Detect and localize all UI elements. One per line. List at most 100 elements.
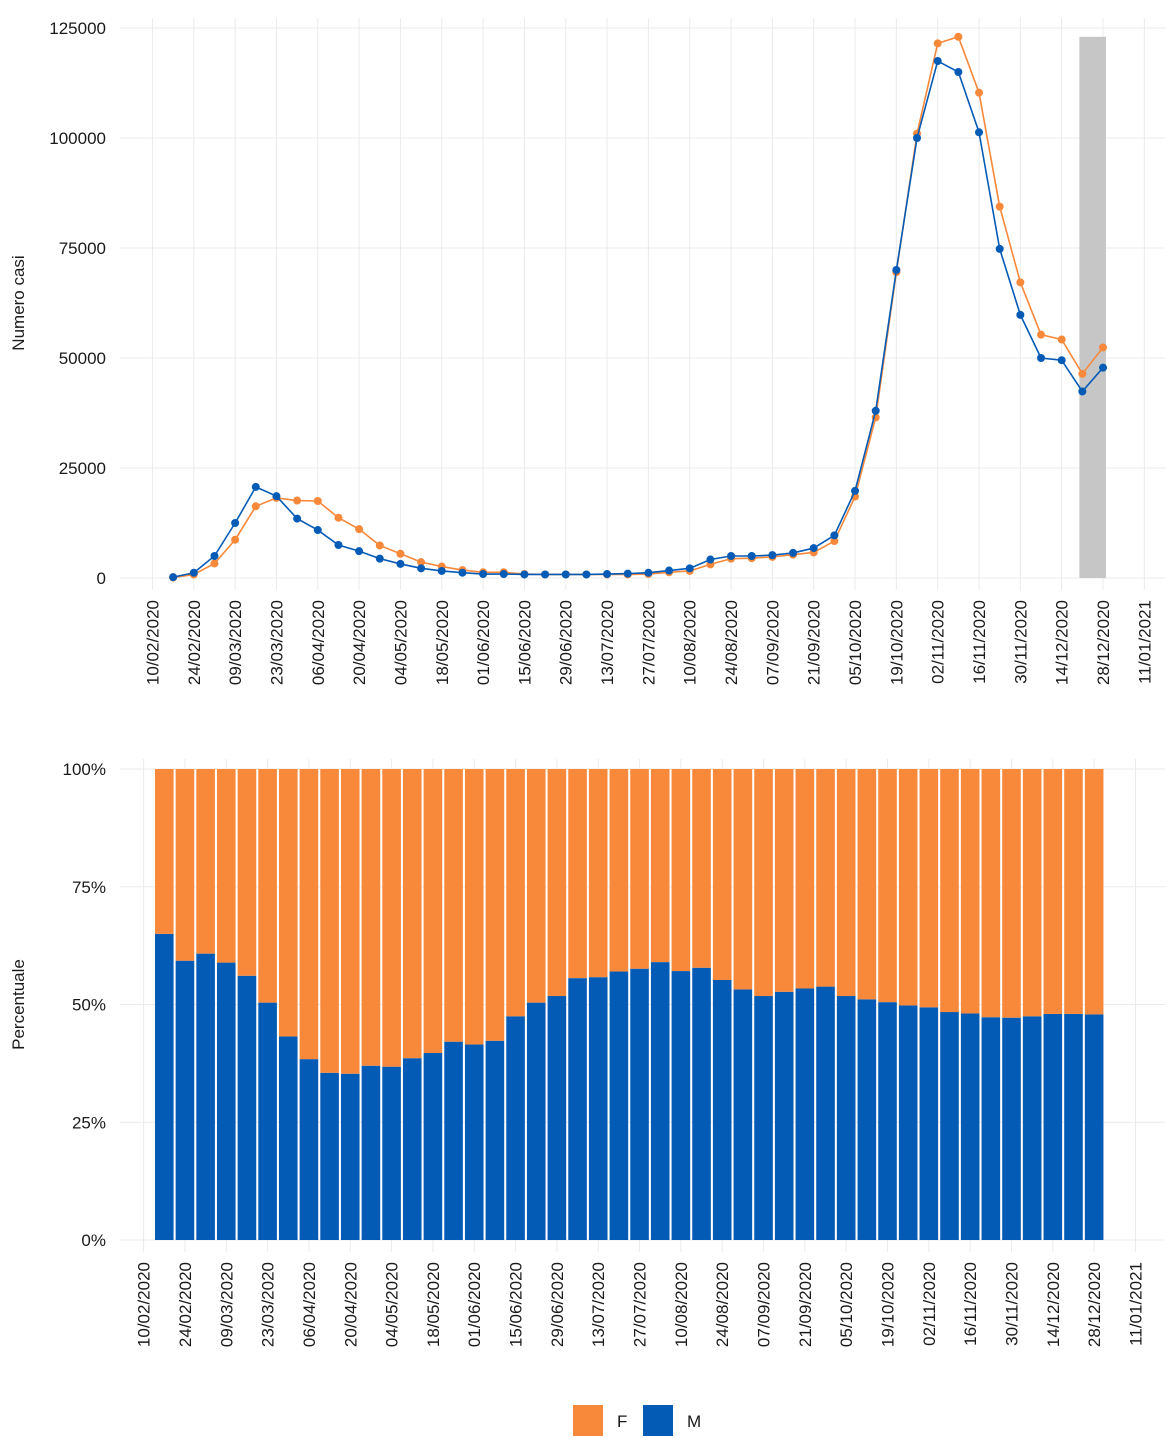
bar-segment	[940, 769, 959, 1013]
x-tick-label: 13/07/2020	[598, 600, 617, 685]
point	[355, 547, 364, 556]
legend-label: M	[687, 1412, 701, 1431]
bar-segment	[1084, 1014, 1104, 1240]
point	[251, 482, 260, 491]
point	[706, 555, 715, 564]
point	[375, 554, 384, 563]
point	[1078, 387, 1087, 396]
point	[417, 558, 426, 567]
x-tick-label: 28/12/2020	[1094, 600, 1113, 685]
point	[954, 68, 963, 76]
point	[293, 514, 302, 523]
x-tick-label: 21/09/2020	[805, 600, 824, 685]
bar-segment	[692, 967, 711, 1240]
point	[954, 32, 963, 41]
x-tick-label: 29/06/2020	[548, 1262, 567, 1347]
x-tick-label: 04/05/2020	[383, 1262, 402, 1347]
bar-segment	[361, 769, 381, 1066]
bar-segment	[836, 996, 856, 1240]
bar-segment	[630, 968, 649, 1240]
x-tick-label: 13/07/2020	[589, 1262, 608, 1347]
bar-segment	[733, 769, 753, 990]
point	[603, 570, 612, 579]
bar-segment	[609, 769, 629, 972]
bar-segment	[919, 769, 939, 1008]
bar-segment	[733, 989, 753, 1240]
bar-segment	[175, 769, 195, 961]
x-tick-label: 15/06/2020	[507, 1262, 526, 1347]
x-tick-label: 20/04/2020	[350, 600, 369, 685]
x-tick-label: 07/09/2020	[755, 1262, 774, 1347]
bar-segment	[444, 769, 463, 1042]
point	[210, 552, 219, 560]
bar-segment	[320, 769, 339, 1073]
highlight-band	[1079, 36, 1106, 579]
x-tick-label: 20/04/2020	[341, 1262, 360, 1347]
bar-segment	[1084, 769, 1104, 1015]
x-tick-label: 14/12/2020	[1044, 1262, 1063, 1347]
point	[417, 564, 426, 573]
point	[623, 569, 632, 578]
bar-segment	[216, 962, 236, 1240]
bar-segment	[1043, 769, 1063, 1014]
point	[210, 559, 219, 568]
x-tick-label: 09/03/2020	[217, 1262, 236, 1347]
x-tick-label: 19/10/2020	[879, 1262, 898, 1347]
y-tick-label: 0	[97, 569, 106, 588]
bar-segment	[402, 1058, 422, 1240]
x-tick-label: 02/11/2020	[929, 600, 948, 684]
x-tick-label: 07/09/2020	[763, 600, 782, 685]
y-tick-label: 25000	[59, 459, 106, 478]
bar-segment	[630, 769, 649, 969]
bar-segment	[1022, 1016, 1042, 1240]
x-tick-label: 11/01/2021	[1135, 600, 1154, 684]
bar-segment	[568, 978, 587, 1240]
point	[169, 573, 178, 582]
point	[1016, 278, 1025, 287]
y-tick-label: 75%	[72, 878, 106, 897]
point	[851, 486, 860, 495]
y-tick-label: 100000	[49, 129, 106, 148]
y-axis-label: Percentuale	[9, 959, 28, 1050]
x-tick-label: 06/04/2020	[300, 1262, 319, 1347]
point	[830, 537, 839, 546]
point	[995, 202, 1004, 211]
bar-segment	[981, 769, 1001, 1018]
bar-segment	[423, 769, 443, 1054]
bar-segment	[1064, 1013, 1083, 1240]
point	[1037, 330, 1046, 339]
x-tick-label: 23/03/2020	[259, 1262, 278, 1347]
bar-segment	[816, 986, 835, 1240]
legend-swatch	[643, 1405, 673, 1436]
x-tick-label: 04/05/2020	[391, 600, 410, 685]
bar-segment	[712, 980, 732, 1240]
point	[892, 266, 901, 274]
bar-segment	[857, 769, 877, 1000]
point	[396, 559, 405, 568]
point	[272, 492, 281, 501]
bar-segment	[878, 769, 897, 1003]
bar-segment	[754, 996, 773, 1240]
point	[1099, 343, 1108, 352]
bar-segment	[485, 1040, 505, 1240]
bar-segment	[774, 991, 794, 1240]
point	[582, 570, 591, 579]
point	[685, 564, 694, 573]
bar-segment	[712, 769, 732, 981]
x-tick-label: 01/06/2020	[474, 600, 493, 685]
x-tick-label: 28/12/2020	[1085, 1262, 1104, 1347]
bar-segment	[464, 1044, 484, 1240]
x-tick-label: 06/04/2020	[309, 600, 328, 685]
y-tick-label: 25%	[72, 1113, 106, 1132]
bar-segment	[816, 769, 835, 987]
point	[541, 570, 550, 579]
bar-segment	[216, 769, 236, 963]
point	[1057, 335, 1066, 344]
series-line	[172, 59, 1104, 578]
x-tick-label: 16/11/2020	[970, 600, 989, 684]
bar-segment	[836, 769, 856, 997]
bar-segment	[444, 1041, 463, 1240]
point	[1037, 354, 1046, 362]
point	[933, 39, 942, 48]
bar-segment	[258, 769, 277, 1003]
